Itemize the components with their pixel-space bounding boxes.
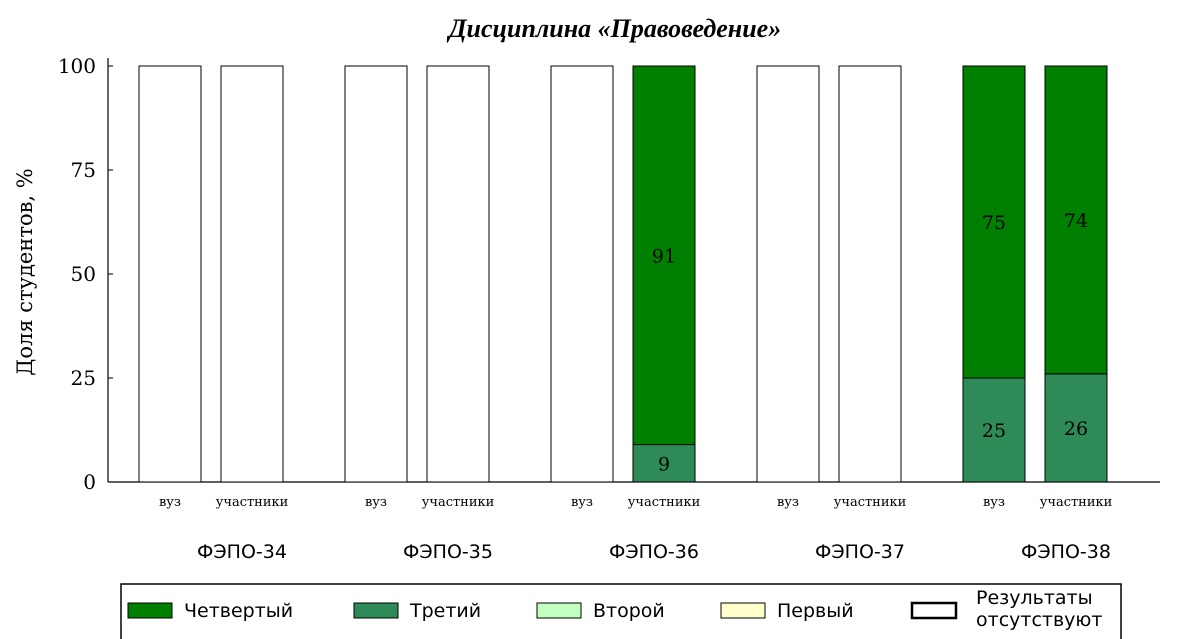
bar-value-label: 25 [982,420,1006,442]
labels: вуз участники ФЭПО-34 вуз участники ФЭПО-35 ву… [159,210,1112,563]
bar-value-label: 75 [982,212,1006,234]
y-tick-label: 0 [83,470,96,494]
legend-label: Третий [409,600,481,622]
bar-category-label: участники [216,495,289,510]
bar-no-results [838,65,902,483]
bar-no-results [550,65,614,483]
group-label: ФЭПО-37 [815,541,905,563]
bar-category-label: вуз [571,495,593,510]
bar-no-results [138,65,202,483]
bar-no-results [426,65,490,483]
bar-segment [1044,373,1108,483]
bar-segment [632,65,696,446]
bar-no-results [220,65,284,483]
legend-label: Результаты [976,587,1093,609]
legend-swatch [353,602,399,619]
y-tick-label: 50 [71,262,96,286]
group-label: ФЭПО-35 [403,541,493,563]
bar-category-label: участники [1040,495,1113,510]
group-label: ФЭПО-34 [197,541,287,563]
legend-swatch [910,601,958,620]
chart-title: Дисциплина «Правоведение» [447,14,781,43]
legend-label: Второй [593,600,665,622]
bar-segment [962,377,1026,483]
legend-swatch [720,602,766,619]
legend-label: Четвертый [184,600,293,622]
bar-category-label: участники [834,495,907,510]
bar-value-label: 74 [1064,210,1088,232]
legend-label: отсутствуют [976,609,1102,631]
group-label: ФЭПО-36 [609,541,699,563]
bar-value-label: 91 [652,245,676,267]
bar-no-results [756,65,820,483]
bar-category-label: участники [628,495,701,510]
legend-swatch [536,602,582,619]
y-tick-label: 75 [71,158,96,182]
legend-label: Первый [777,600,854,622]
bar-category-label: вуз [159,495,181,510]
legend: Четвертый Третий Второй Первый Результатыотс… [120,583,1122,639]
y-tick-label: 100 [58,54,96,78]
legend-swatch [127,602,173,619]
bar-no-results [344,65,408,483]
y-axis-label: Доля студентов, % [13,168,37,375]
group-label: ФЭПО-38 [1021,541,1111,563]
bar-segment [1044,65,1108,375]
bar-category-label: вуз [983,495,1005,510]
bar-value-label: 26 [1064,418,1088,440]
bar-category-label: вуз [365,495,387,510]
bar-value-label: 9 [658,453,670,475]
bar-category-label: вуз [777,495,799,510]
bar-category-label: участники [422,495,495,510]
y-axis-label-group: Доля студентов, % [13,168,37,375]
bars [138,65,1108,483]
y-tick-label: 25 [71,366,96,390]
bar-segment [962,65,1026,379]
